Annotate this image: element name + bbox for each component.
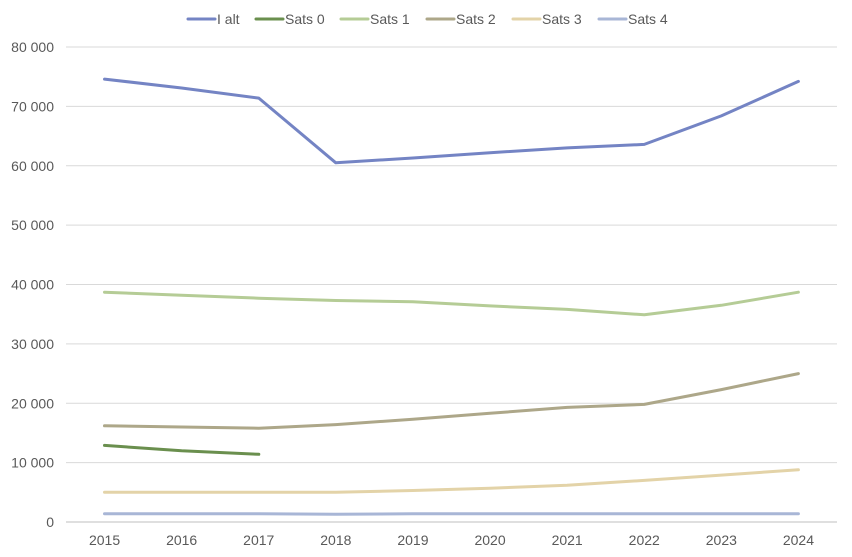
legend: I alt Sats 0 Sats 1 Sats 2 Sats 3 Sats 4 <box>186 11 668 27</box>
y-tick-label: 60 000 <box>11 158 54 174</box>
y-axis-tick-labels: 0 10 000 20 000 30 000 40 000 50 000 60 000 70 … <box>11 39 54 530</box>
series-line-sats-0 <box>103 443 261 456</box>
legend-label-sats-1: Sats 1 <box>370 11 410 27</box>
x-tick-label: 2022 <box>629 532 660 548</box>
y-tick-label: 50 000 <box>11 217 54 233</box>
gridlines <box>66 46 837 523</box>
y-tick-label: 20 000 <box>11 395 54 411</box>
x-tick-label: 2019 <box>397 532 428 548</box>
legend-label-sats-0: Sats 0 <box>285 11 325 27</box>
series-lines <box>103 77 800 516</box>
x-tick-label: 2023 <box>706 532 737 548</box>
y-tick-label: 40 000 <box>11 277 54 293</box>
legend-label-sats-3: Sats 3 <box>542 11 582 27</box>
legend-label-sats-2: Sats 2 <box>456 11 496 27</box>
y-tick-label: 0 <box>46 514 54 530</box>
x-tick-label: 2024 <box>783 532 814 548</box>
series-line-sats-1 <box>103 290 800 317</box>
x-tick-label: 2018 <box>320 532 351 548</box>
y-tick-label: 70 000 <box>11 98 54 114</box>
series-line-sats-3 <box>103 468 800 494</box>
series-line-i-alt <box>103 77 800 165</box>
y-tick-label: 30 000 <box>11 336 54 352</box>
legend-label-i-alt: I alt <box>217 11 240 27</box>
series-line-sats-4 <box>103 512 800 516</box>
x-tick-label: 2017 <box>243 532 274 548</box>
series-line-sats-2 <box>103 372 800 430</box>
x-tick-label: 2021 <box>552 532 583 548</box>
y-tick-label: 80 000 <box>11 39 54 55</box>
x-tick-label: 2015 <box>89 532 120 548</box>
x-tick-label: 2020 <box>474 532 505 548</box>
y-tick-label: 10 000 <box>11 455 54 471</box>
x-tick-label: 2016 <box>166 532 197 548</box>
legend-label-sats-4: Sats 4 <box>628 11 668 27</box>
x-axis-tick-labels: 2015 2016 2017 2018 2019 2020 2021 2022 2023 2024 <box>89 532 814 548</box>
